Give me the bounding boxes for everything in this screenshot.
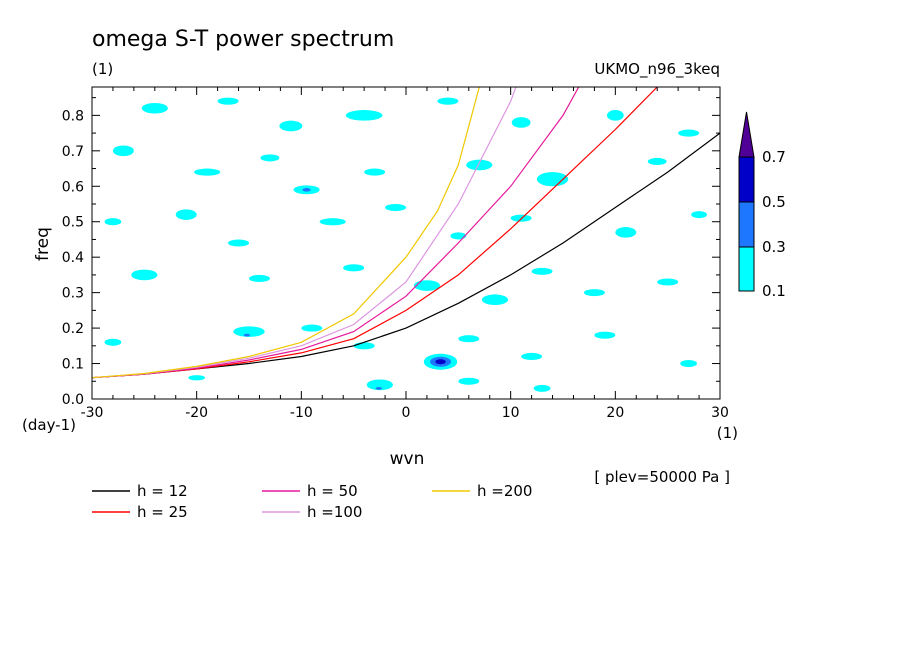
contour-patch-1 (217, 97, 239, 105)
colorbar-label-3: 0.7 (762, 148, 786, 166)
contour-patch-31 (531, 267, 553, 275)
dispersion-curves (92, 87, 720, 379)
colorbar-swatch-1 (738, 201, 755, 248)
contour-patch-37 (104, 338, 122, 346)
contour-patch-34 (233, 326, 265, 337)
contour-patch-49 (533, 384, 551, 392)
contour-patch-27 (249, 274, 270, 283)
curve-series-4 (92, 87, 480, 379)
contour-patch-4 (437, 97, 459, 105)
x-tick-label-0: -30 (81, 405, 104, 421)
legend-label-1: h = 25 (137, 503, 188, 521)
contour-patch-40 (521, 352, 543, 361)
x-tick-label-5: 20 (606, 405, 624, 421)
contour-patch-26 (131, 269, 158, 281)
contour-patch-24 (615, 227, 637, 238)
x-tick-label-4: 10 (502, 405, 520, 421)
y-tick-label-0: 0.0 (62, 392, 84, 408)
contour-patch-16 (647, 157, 667, 165)
y-tick-label-5: 0.5 (62, 215, 84, 231)
contour-patch-42 (680, 360, 697, 368)
legend-label-3: h =100 (307, 503, 362, 521)
contour-patch-18 (175, 209, 197, 220)
contour-patch-19 (228, 239, 250, 247)
contour-patch-15 (536, 172, 569, 187)
curve-series-0 (92, 132, 720, 379)
y-tick-label-4: 0.4 (62, 250, 84, 266)
contour-patch-12 (302, 188, 311, 192)
footnote: [ plev=50000 Pa ] (594, 468, 730, 486)
contour-patch-8 (112, 145, 134, 157)
contour-patch-17 (104, 218, 122, 226)
colorbar-swatch-3 (738, 111, 755, 158)
contour-patch-22 (450, 232, 467, 240)
colorbar: 0.1 0.3 0.5 0.7 (738, 111, 786, 300)
y-tick-label-1: 0.1 (62, 357, 84, 373)
colorbar-swatch-0 (738, 246, 755, 292)
contour-patch-36 (301, 324, 323, 332)
contour-patch-39 (458, 335, 480, 343)
contour-patch-45 (435, 359, 446, 365)
axes: -30 -20 -10 0 10 20 30 0.0 0.1 0.2 0.3 0.4 0.5 0.6 0.7… (62, 86, 729, 421)
x-tick-label-3: 0 (402, 405, 411, 421)
colorbar-label-1: 0.3 (762, 238, 786, 256)
legend-label-0: h = 12 (137, 482, 188, 500)
contour-patch-20 (319, 218, 346, 226)
curve-series-1 (92, 87, 658, 379)
y-tick-label-3: 0.3 (62, 286, 84, 302)
contour-patch-3 (345, 110, 383, 121)
contour-patch-38 (353, 342, 375, 350)
chart-subtitle-left: (1) (92, 60, 113, 78)
curve-series-2 (92, 87, 580, 379)
contour-patch-50 (188, 375, 206, 381)
y-unit-label: (day-1) (22, 416, 76, 434)
x-unit-label: (1) (717, 424, 738, 442)
colorbar-swatch-2 (738, 156, 755, 203)
contour-patch-47 (375, 386, 382, 390)
legend-label-2: h = 50 (307, 482, 358, 500)
y-tick-label-8: 0.8 (62, 108, 84, 124)
contour-patch-10 (260, 154, 280, 162)
y-tick-label-6: 0.6 (62, 179, 84, 195)
contour-patch-29 (413, 280, 441, 291)
chart-title: omega S-T power spectrum (92, 27, 394, 52)
legend-label-4: h =200 (477, 482, 532, 500)
colorbar-label-0: 0.1 (762, 282, 786, 300)
chart-subtitle-right: UKMO_n96_3keq (594, 60, 720, 79)
contour-patch-21 (385, 204, 406, 212)
contour-patch-41 (594, 331, 616, 339)
contour-patch-46 (366, 379, 393, 391)
x-tick-label-1: -20 (185, 405, 208, 421)
contour-patch-9 (194, 168, 221, 176)
colorbar-label-2: 0.5 (762, 193, 786, 211)
contour-patch-30 (481, 294, 509, 306)
contour-patch-13 (364, 168, 386, 176)
x-tick-label-6: 30 (711, 405, 729, 421)
y-tick-label-2: 0.2 (62, 321, 84, 337)
plot-frame (91, 86, 721, 400)
contour-patch-14 (466, 159, 493, 171)
contour-patch-33 (657, 278, 679, 286)
x-axis-label: wvn (390, 449, 425, 469)
contour-patch-32 (583, 289, 605, 297)
curve-series-3 (92, 87, 517, 379)
contour-patch-0 (141, 102, 168, 114)
contour-patch-5 (511, 117, 531, 128)
contour-patch-6 (606, 110, 624, 121)
contour-patch-25 (691, 211, 707, 219)
y-tick-label-7: 0.7 (62, 144, 84, 160)
contour-patches (104, 97, 707, 392)
contour-patch-7 (678, 129, 700, 137)
x-tick-label-2: -10 (290, 405, 313, 421)
y-axis-label: freq (33, 227, 53, 261)
contour-patch-48 (458, 377, 480, 385)
legend: h = 12 h = 25 h = 50 h =100 h =200 (92, 482, 532, 521)
contour-patch-2 (279, 120, 303, 132)
contour-patch-35 (243, 333, 251, 337)
contour-patch-28 (343, 264, 365, 272)
